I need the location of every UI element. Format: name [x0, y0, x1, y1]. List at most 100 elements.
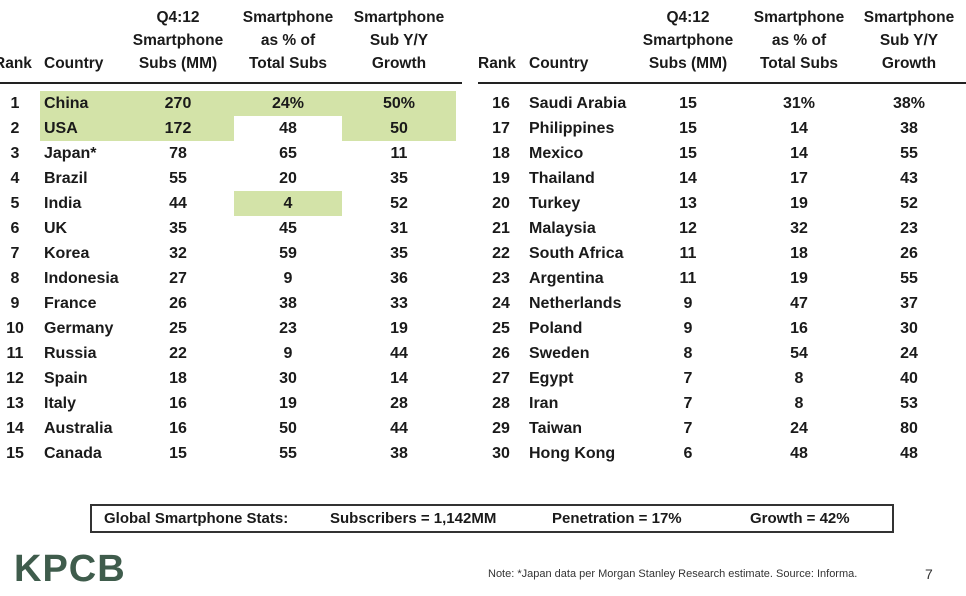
- cell-rank: 16: [492, 95, 510, 112]
- table-row: 23 Argentina 11 19 55: [478, 266, 966, 291]
- cell-pct: 32: [790, 220, 808, 237]
- cell-growth: 35: [390, 245, 408, 262]
- cell-rank: 11: [6, 345, 24, 362]
- cell-subs: 35: [169, 220, 187, 237]
- cell-subs: 270: [122, 91, 234, 116]
- cell-rank: 23: [492, 270, 510, 287]
- right-table-header: Rank Country Q4:12 Smartphone Subs (MM) …: [478, 0, 966, 84]
- table-row: 15 Canada 15 55 38: [0, 441, 462, 466]
- cell-pct: 20: [279, 170, 297, 187]
- cell-pct: 17: [790, 170, 808, 187]
- cell-subs: 15: [679, 145, 697, 162]
- cell-subs: 9: [683, 320, 693, 337]
- cell-country: Hong Kong: [529, 445, 616, 462]
- cell-growth: 38%: [892, 95, 926, 112]
- cell-rank: 8: [10, 270, 20, 287]
- cell-pct: 48: [790, 445, 808, 462]
- cell-rank: 21: [492, 220, 510, 237]
- cell-subs: 12: [679, 220, 697, 237]
- header-growth: Smartphone Sub Y/Y Growth: [863, 9, 955, 72]
- cell-growth: 55: [900, 145, 918, 162]
- cell-subs: 7: [683, 395, 693, 412]
- cell-subs: 9: [683, 295, 693, 312]
- cell-pct: 54: [790, 345, 808, 362]
- cell-subs: 13: [679, 195, 697, 212]
- cell-rank: 24: [492, 295, 510, 312]
- cell-rank: 28: [492, 395, 510, 412]
- cell-rank: 13: [6, 395, 24, 412]
- table-row: 10 Germany 25 23 19: [0, 316, 462, 341]
- cell-subs: 26: [169, 295, 187, 312]
- page-number: 7: [925, 566, 933, 582]
- header-rank: Rank: [0, 55, 32, 72]
- header-growth: Smartphone Sub Y/Y Growth: [353, 9, 445, 72]
- cell-growth: 44: [390, 420, 408, 437]
- stats-growth: Growth = 42%: [750, 510, 850, 527]
- table-row: 11 Russia 22 9 44: [0, 341, 462, 366]
- cell-pct: 4: [234, 191, 342, 216]
- stats-subscribers: Subscribers = 1,142MM: [330, 510, 497, 527]
- stats-penetration: Penetration = 17%: [552, 510, 682, 527]
- cell-country: Philippines: [529, 120, 615, 137]
- table-row: 20 Turkey 13 19 52: [478, 191, 966, 216]
- cell-rank: 19: [492, 170, 510, 187]
- table-row: 9 France 26 38 33: [0, 291, 462, 316]
- table-row: 3 Japan* 78 65 11: [0, 141, 462, 166]
- cell-rank: 20: [492, 195, 510, 212]
- cell-subs: 172: [122, 116, 234, 141]
- cell-growth: 38: [900, 120, 918, 137]
- cell-country: Iran: [529, 395, 559, 412]
- cell-subs: 15: [679, 120, 697, 137]
- cell-growth: 52: [900, 195, 918, 212]
- cell-pct: 59: [279, 245, 297, 262]
- cell-rank: 12: [6, 370, 24, 387]
- cell-country: China: [40, 91, 122, 116]
- cell-rank: 5: [10, 195, 20, 212]
- table-row: 14 Australia 16 50 44: [0, 416, 462, 441]
- cell-growth: 43: [900, 170, 918, 187]
- cell-growth: 38: [390, 445, 408, 462]
- cell-rank: 4: [10, 170, 20, 187]
- cell-subs: 14: [679, 170, 697, 187]
- table-row: 6 UK 35 45 31: [0, 216, 462, 241]
- cell-country: Indonesia: [44, 270, 119, 287]
- cell-subs: 16: [169, 395, 187, 412]
- cell-pct: 45: [279, 220, 297, 237]
- cell-rank: 17: [492, 120, 510, 137]
- left-table-header: Rank Country Q4:12 Smartphone Subs (MM) …: [0, 0, 462, 84]
- cell-country: Italy: [44, 395, 77, 412]
- cell-pct: 38: [279, 295, 297, 312]
- table-row: 28 Iran 7 8 53: [478, 391, 966, 416]
- cell-country: Netherlands: [529, 295, 622, 312]
- cell-pct: 47: [790, 295, 808, 312]
- cell-subs: 11: [679, 245, 697, 262]
- cell-rank: 1: [10, 95, 20, 112]
- global-stats-box: Global Smartphone Stats: Subscribers = 1…: [90, 504, 894, 533]
- cell-country: Thailand: [529, 170, 595, 187]
- cell-growth: 48: [900, 445, 918, 462]
- cell-country: Canada: [44, 445, 102, 462]
- table-row: 1 China 270 24% 50%: [0, 91, 462, 116]
- cell-growth: 37: [900, 295, 918, 312]
- cell-rank: 27: [492, 370, 510, 387]
- cell-pct: 65: [279, 145, 297, 162]
- cell-country: Poland: [529, 320, 583, 337]
- table-row: 7 Korea 32 59 35: [0, 241, 462, 266]
- cell-growth: 44: [390, 345, 408, 362]
- cell-pct: 31%: [782, 95, 816, 112]
- table-row: 2 USA 172 48 50: [0, 116, 462, 141]
- cell-pct: 8: [794, 395, 804, 412]
- table-row: 24 Netherlands 9 47 37: [478, 291, 966, 316]
- cell-country: Saudi Arabia: [529, 95, 627, 112]
- table-row: 4 Brazil 55 20 35: [0, 166, 462, 191]
- cell-rank: 18: [492, 145, 510, 162]
- cell-growth: 36: [390, 270, 408, 287]
- cell-country: Spain: [44, 370, 88, 387]
- cell-pct: 19: [790, 270, 808, 287]
- cell-subs: 27: [169, 270, 187, 287]
- cell-growth: 50%: [342, 91, 456, 116]
- cell-country: Egypt: [529, 370, 574, 387]
- cell-pct: 14: [790, 120, 808, 137]
- header-pct: Smartphone as % of Total Subs: [242, 9, 334, 72]
- cell-growth: 50: [342, 116, 456, 141]
